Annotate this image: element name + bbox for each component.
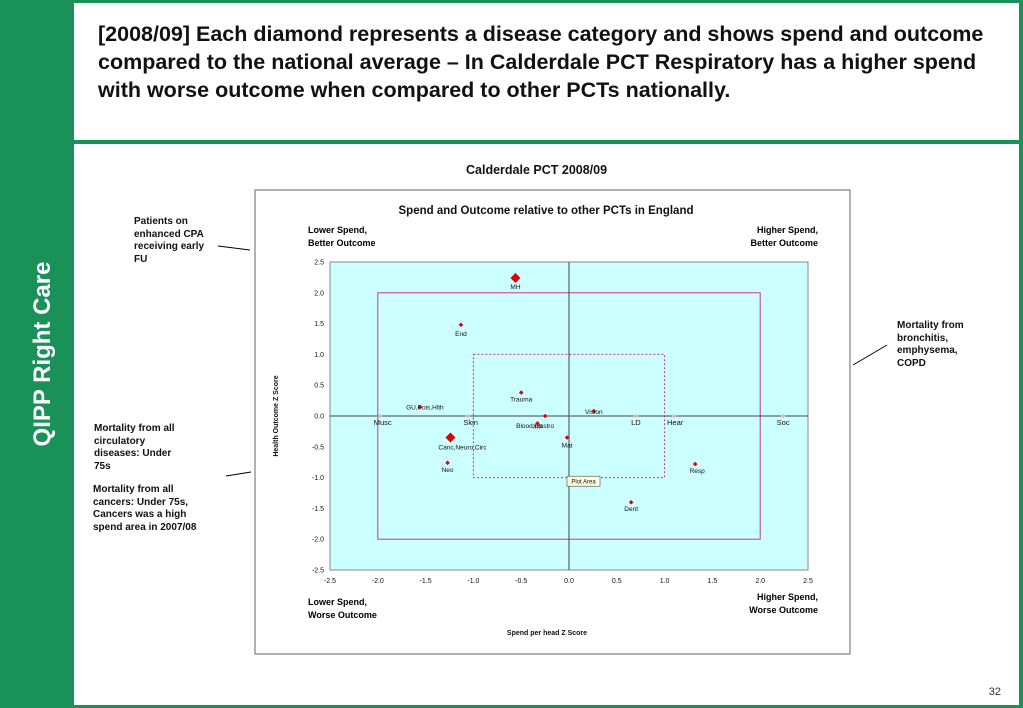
y-tick-label: 0.0	[314, 414, 324, 421]
y-tick-label: -2.0	[312, 537, 324, 544]
data-point-marker	[692, 461, 698, 467]
quadrant-label-bottom-left: Lower Spend, Worse Outcome	[308, 597, 377, 620]
callout-line-cancers	[225, 471, 252, 477]
data-point-marker	[465, 413, 470, 419]
quadrant-label-top-right: Higher Spend, Better Outcome	[750, 225, 818, 248]
data-point-marker	[535, 421, 540, 426]
x-tick-label: 0.0	[564, 578, 574, 585]
data-point-label: MH	[510, 284, 520, 291]
quadrant-label-line: Better Outcome	[750, 238, 818, 248]
data-point-label: Vision	[585, 409, 603, 416]
quadrant-label-top-left: Lower Spend, Better Outcome	[308, 225, 376, 248]
data-point-label: GU,Pois,Hlth	[406, 404, 444, 411]
annotation-circulatory: Mortality from all circulatory diseases:…	[94, 423, 175, 472]
x-tick-label: 0.5	[612, 578, 622, 585]
annotation-copd: Mortality from bronchitis, emphysema, CO…	[897, 320, 964, 369]
x-tick-label: -2.0	[372, 578, 384, 585]
quadrant-label-line: Higher Spend,	[757, 225, 818, 235]
quadrant-label-line: Better Outcome	[308, 238, 376, 248]
sidebar: QIPP Right Care	[0, 0, 74, 708]
top-border	[0, 0, 1023, 3]
x-tick-label: 2.0	[755, 578, 765, 585]
y-tick-label: 2.5	[314, 260, 324, 267]
y-tick-label: -1.0	[312, 475, 324, 482]
y-tick-label: -1.5	[312, 506, 324, 513]
data-point-label: Mat	[562, 443, 573, 450]
data-point-marker	[417, 405, 423, 410]
data-point-label: Dent	[624, 506, 638, 513]
data-point-label: Neo	[442, 467, 454, 474]
x-tick-label: 1.0	[660, 578, 670, 585]
data-point-marker	[628, 499, 634, 505]
y-tick-label: -0.5	[312, 444, 324, 451]
data-point-marker	[377, 413, 383, 419]
x-tick-label: -0.5	[515, 578, 527, 585]
data-point-label: Musc	[374, 418, 392, 427]
data-point-label: Soc	[777, 418, 790, 427]
y-tick-label: 1.0	[314, 352, 324, 359]
y-tick-label: 1.5	[314, 321, 324, 328]
data-point-marker	[564, 435, 570, 440]
data-point-label: Trauma	[510, 397, 533, 404]
x-tick-label: -1.0	[467, 578, 479, 585]
header-divider	[74, 140, 1019, 144]
data-point-label: Infl	[533, 423, 542, 430]
quadrant-label-bottom-right: Higher Spend, Worse Outcome	[749, 592, 818, 615]
data-point-marker	[510, 273, 521, 284]
data-point-marker	[671, 413, 677, 419]
quadrant-label-line: Higher Spend,	[757, 592, 818, 602]
quadrant-label-line: Lower Spend,	[308, 225, 367, 235]
callout-line-copd	[852, 344, 888, 366]
data-point-marker	[445, 460, 450, 466]
data-point-marker	[542, 413, 548, 419]
bottom-border	[0, 705, 1023, 708]
quadrant-label-line: Lower Spend,	[308, 597, 367, 607]
plot-layer: -2.5 -2.0 -1.5 -1.0 -0.5 0.0 0.5 1.0 1.5 2.0 2.5 2.…	[312, 260, 813, 586]
y-tick-label: 0.5	[314, 383, 324, 390]
data-point-label: Resp	[690, 468, 706, 475]
data-point-label: Hear	[667, 418, 684, 427]
x-tick-label: 2.5	[803, 578, 813, 585]
data-point-label: End	[455, 331, 467, 338]
chart-title: Spend and Outcome relative to other PCTs…	[399, 205, 694, 217]
y-tick-label: -2.5	[312, 568, 324, 575]
data-point-marker	[591, 408, 597, 414]
data-point-marker	[445, 432, 456, 443]
x-tick-label: -2.5	[324, 578, 336, 585]
data-point-marker	[518, 390, 524, 395]
data-point-label: Skin	[463, 418, 478, 427]
x-axis-label: Spend per head Z Score	[507, 630, 587, 637]
y-axis-label: Health Outcome Z Score	[273, 375, 280, 456]
data-point-label: Blood,Gastro	[516, 423, 554, 430]
page-number: 32	[988, 686, 1001, 698]
data-point-label: Canc,Neuro,Circ	[438, 445, 487, 452]
chart-heading: Calderdale PCT 2008/09	[466, 163, 608, 177]
annotation-cancers: Mortality from all cancers: Under 75s, C…	[93, 484, 197, 533]
callout-line-cpa	[217, 245, 251, 251]
data-point-label: LD	[631, 418, 641, 427]
quadrant-label-line: Worse Outcome	[308, 610, 377, 620]
data-point-marker	[780, 413, 786, 419]
slide-title: [2008/09] Each diamond represents a dise…	[98, 22, 984, 102]
annotation-cpa: Patients on enhanced CPA receiving early…	[134, 216, 205, 265]
quadrant-label-line: Worse Outcome	[749, 605, 818, 615]
x-tick-label: -1.5	[420, 578, 432, 585]
right-border	[1019, 0, 1023, 708]
y-tick-label: 2.0	[314, 290, 324, 297]
x-tick-label: 1.5	[708, 578, 718, 585]
plot-area-tooltip-text: Plot Area	[571, 480, 596, 486]
data-point-marker	[458, 322, 464, 328]
data-point-marker	[633, 413, 639, 419]
plot-area-tooltip-box	[566, 475, 601, 487]
